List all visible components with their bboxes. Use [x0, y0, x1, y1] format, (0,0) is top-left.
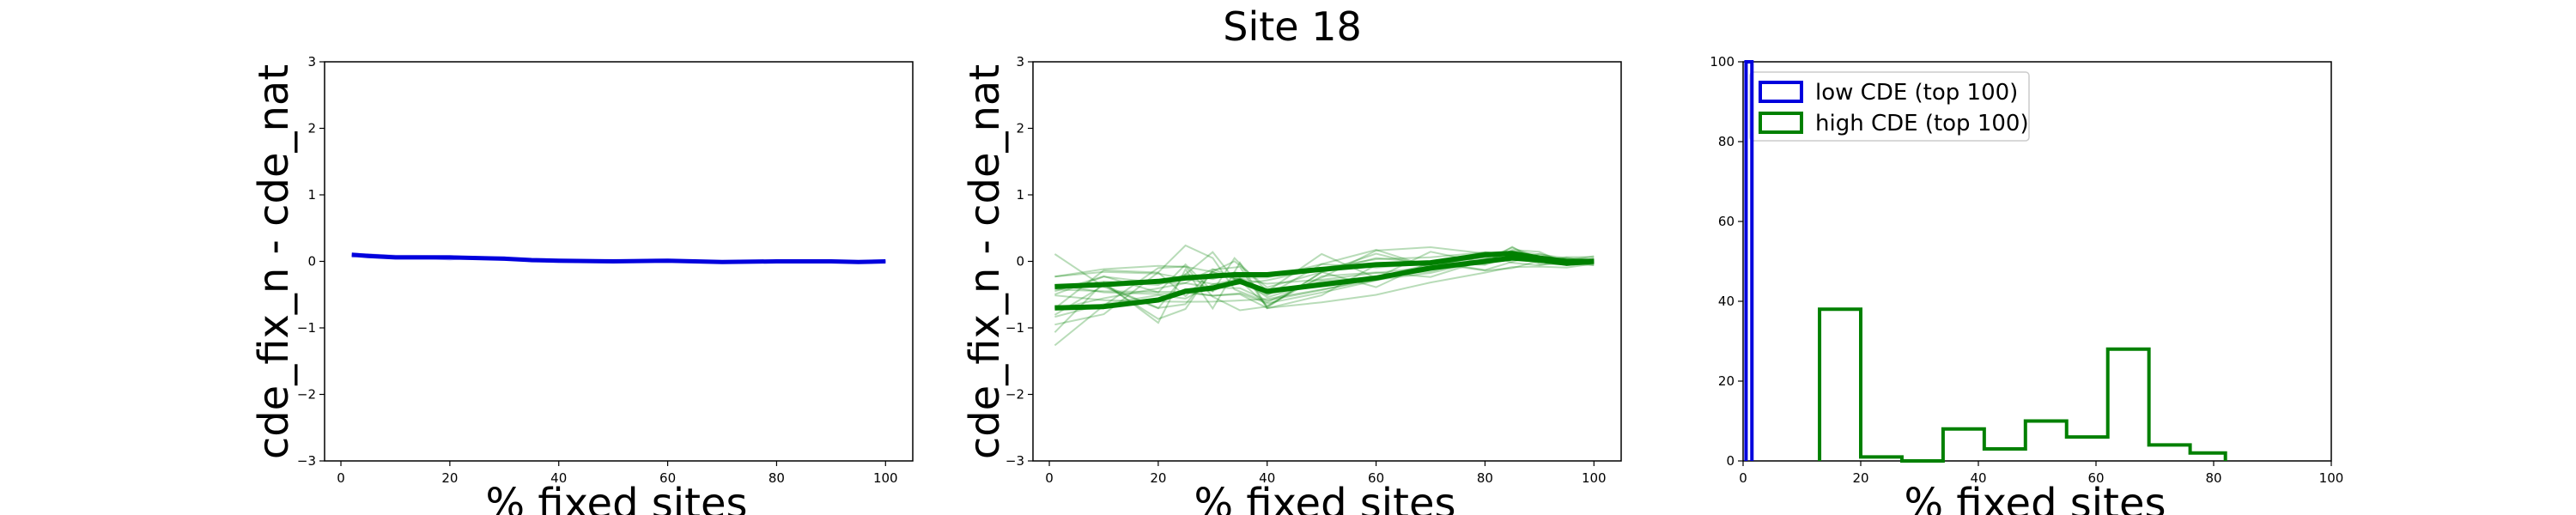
legend-swatch-low-cde — [1759, 81, 1803, 103]
histogram-bin — [2149, 445, 2190, 461]
y-tick-label: 0 — [307, 254, 316, 270]
replicate-line — [1054, 252, 1595, 320]
histogram-step-outline — [1818, 307, 2227, 463]
series-line — [1054, 255, 1595, 311]
y-tick-label: 0 — [1726, 453, 1735, 469]
y-tick-label: −1 — [1005, 320, 1024, 336]
x-tick-label: 60 — [2087, 470, 2104, 486]
y-tick-label: 100 — [1710, 54, 1735, 70]
x-axis-label: % fixed sites — [486, 480, 748, 515]
panel-high-cde-lines: cde_fix_n - cde_nat % fixed sites 0 20 40 6… — [961, 54, 1622, 515]
figure-title: Site 18 — [1223, 3, 1361, 50]
legend: low CDE (top 100) high CDE (top 100) — [1749, 71, 2030, 142]
axes-frame — [1742, 61, 2332, 462]
y-tick-label: 20 — [1718, 373, 1735, 389]
y-tick-label: 3 — [1016, 54, 1024, 70]
y-tick-label: 80 — [1718, 134, 1735, 149]
x-tick-label: 100 — [1582, 470, 1607, 486]
x-axis-label: % fixed sites — [1194, 480, 1456, 515]
y-tick-label: 2 — [307, 121, 316, 136]
x-tick-label: 60 — [1368, 470, 1384, 486]
x-tick-label: 20 — [1852, 470, 1868, 486]
legend-label-low-cde: low CDE (top 100) — [1815, 80, 2018, 106]
x-tick-label: 0 — [1739, 470, 1747, 486]
series-line — [1054, 251, 1595, 289]
histogram-bin — [2026, 421, 2067, 462]
replicate-line — [1054, 263, 1595, 309]
y-tick-label: 60 — [1718, 214, 1735, 229]
y-tick-label: −1 — [297, 320, 316, 336]
x-tick-label: 40 — [550, 470, 567, 486]
x-tick-label: 0 — [1045, 470, 1054, 486]
x-tick-label: 20 — [1150, 470, 1166, 486]
series-line — [351, 252, 886, 264]
replicate-line — [1054, 252, 1595, 305]
y-tick-label: 2 — [1016, 121, 1024, 136]
histogram-bin — [1943, 429, 1984, 461]
y-tick-label: −2 — [297, 387, 316, 403]
y-tick-label: 0 — [1016, 254, 1024, 270]
x-tick-label: 80 — [2205, 470, 2221, 486]
histogram-bin — [2108, 349, 2149, 461]
x-tick-label: 40 — [1259, 470, 1275, 486]
y-axis-label: cde_fix_n - cde_nat — [250, 64, 298, 459]
panel-low-cde-lines: cde_fix_n - cde_nat % fixed sites 0 20 40 6… — [250, 54, 914, 515]
x-tick-label: 20 — [441, 470, 458, 486]
x-tick-label: 80 — [769, 470, 785, 486]
x-tick-label: 0 — [337, 470, 345, 486]
replicate-line — [1054, 250, 1595, 285]
y-tick-label: −3 — [297, 453, 316, 469]
replicate-line — [1054, 256, 1595, 347]
histogram-bin — [1820, 309, 1861, 461]
y-tick-label: 1 — [1016, 187, 1024, 203]
replicate-line — [1054, 244, 1595, 326]
x-axis-label: % fixed sites — [1905, 480, 2166, 515]
histogram-bin — [2067, 437, 2108, 461]
histogram-step-outline — [1744, 60, 1754, 461]
x-tick-label: 80 — [1477, 470, 1493, 486]
panel-histogram: % fixed sites low CDE (top 100) high CDE… — [1710, 54, 2343, 515]
x-tick-label: 40 — [1970, 470, 1986, 486]
x-tick-label: 100 — [2319, 470, 2344, 486]
y-tick-label: 40 — [1718, 294, 1735, 309]
y-tick-label: 1 — [307, 187, 316, 203]
legend-swatch-high-cde — [1759, 112, 1803, 134]
x-tick-label: 100 — [873, 470, 898, 486]
y-tick-label: −3 — [1005, 453, 1024, 469]
histogram-bin — [1984, 449, 2026, 461]
x-tick-label: 60 — [659, 470, 676, 486]
y-axis-label: cde_fix_n - cde_nat — [961, 64, 1009, 459]
legend-label-high-cde: high CDE (top 100) — [1815, 111, 2029, 136]
y-tick-label: 3 — [307, 54, 316, 70]
y-tick-label: −2 — [1005, 387, 1024, 403]
